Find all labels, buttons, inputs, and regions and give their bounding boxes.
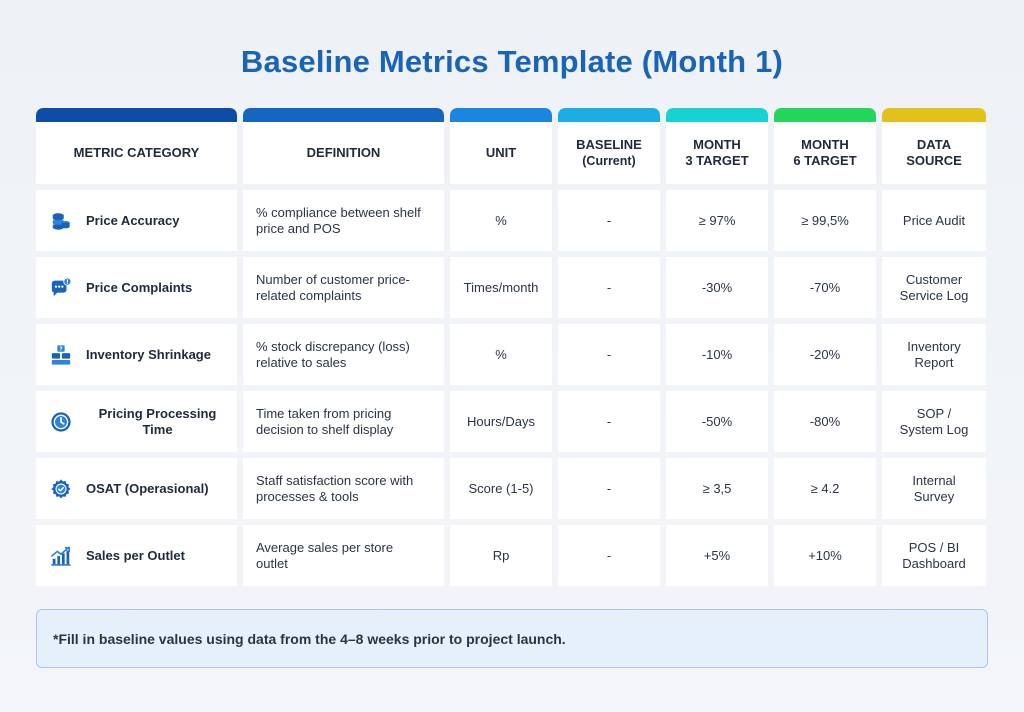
header-color-bar <box>36 108 237 122</box>
data-source-cell: POS / BI Dashboard <box>882 525 986 586</box>
month6-target-cell: -20% <box>774 324 876 385</box>
baseline-cell: - <box>558 525 660 586</box>
definition-cell: % compliance between shelf price and POS <box>243 190 444 251</box>
month6-target-cell: +10% <box>774 525 876 586</box>
unit-cell: Rp <box>450 525 552 586</box>
month3-target-cell: ≥ 3,5 <box>666 458 768 519</box>
metric-category-cell: Price Accuracy <box>36 190 237 251</box>
month6-target-cell: -70% <box>774 257 876 318</box>
header-data-source: DATA SOURCE <box>882 108 986 184</box>
month6-target-cell: -80% <box>774 391 876 452</box>
clock-icon <box>50 411 72 433</box>
data-source-cell: SOP / System Log <box>882 391 986 452</box>
header-definition: DEFINITION <box>243 108 444 184</box>
month6-target-cell: ≥ 99,5% <box>774 190 876 251</box>
baseline-cell: - <box>558 190 660 251</box>
definition-cell: Staff satisfaction score with processes … <box>243 458 444 519</box>
unit-cell: % <box>450 190 552 251</box>
metric-category-label: Price Accuracy <box>86 212 180 228</box>
header-label: DATA SOURCE <box>906 137 962 168</box>
header-label: MONTH 6 TARGET <box>793 137 857 168</box>
data-source-cell: Price Audit <box>882 190 986 251</box>
month6-target-cell: ≥ 4.2 <box>774 458 876 519</box>
baseline-cell: - <box>558 324 660 385</box>
metric-category-label: Sales per Outlet <box>86 547 185 563</box>
header-unit: UNIT <box>450 108 552 184</box>
metric-category-cell: OSAT (Operasional) <box>36 458 237 519</box>
header-color-bar <box>243 108 444 122</box>
header-color-bar <box>774 108 876 122</box>
month3-target-cell: -10% <box>666 324 768 385</box>
chat-alert-icon <box>50 276 72 299</box>
header-month3-target: MONTH 3 TARGET <box>666 108 768 184</box>
definition-cell: Time taken from pricing decision to shel… <box>243 391 444 452</box>
gear-check-icon <box>50 478 72 500</box>
metric-category-label: OSAT (Operasional) <box>86 480 209 496</box>
header-label: METRIC CATEGORY <box>73 145 200 160</box>
definition-cell: % stock discrepancy (loss) relative to s… <box>243 324 444 385</box>
baseline-cell: - <box>558 391 660 452</box>
header-color-bar <box>882 108 986 122</box>
metric-category-label: Pricing Processing Time <box>98 405 217 437</box>
data-source-cell: Inventory Report <box>882 324 986 385</box>
header-label: DEFINITION <box>306 145 381 160</box>
metric-category-label: Price Complaints <box>86 279 193 295</box>
definition-cell: Average sales per store outlet <box>243 525 444 586</box>
metrics-table: METRIC CATEGORY DEFINITION UNIT BASELINE… <box>36 108 988 586</box>
header-month6-target: MONTH 6 TARGET <box>774 108 876 184</box>
unit-cell: % <box>450 324 552 385</box>
month3-target-cell: +5% <box>666 525 768 586</box>
growth-chart-icon <box>50 545 72 567</box>
inventory-boxes-icon: ? <box>50 344 72 366</box>
month3-target-cell: ≥ 97% <box>666 190 768 251</box>
footnote: *Fill in baseline values using data from… <box>36 609 988 668</box>
baseline-cell: - <box>558 458 660 519</box>
unit-cell: Score (1-5) <box>450 458 552 519</box>
header-color-bar <box>666 108 768 122</box>
data-source-cell: Customer Service Log <box>882 257 986 318</box>
data-source-cell: Internal Survey <box>882 458 986 519</box>
baseline-cell: - <box>558 257 660 318</box>
header-color-bar <box>450 108 552 122</box>
header-color-bar <box>558 108 660 122</box>
definition-cell: Number of customer price-related complai… <box>243 257 444 318</box>
metric-category-cell: Pricing Processing Time <box>36 391 237 452</box>
header-label: BASELINE <box>576 137 642 152</box>
unit-cell: Hours/Days <box>450 391 552 452</box>
unit-cell: Times/month <box>450 257 552 318</box>
metric-category-cell: ? Inventory Shrinkage <box>36 324 237 385</box>
metric-category-cell: Price Complaints <box>36 257 237 318</box>
header-label: MONTH 3 TARGET <box>685 137 749 168</box>
header-baseline: BASELINE (Current) <box>558 108 660 184</box>
svg-text:?: ? <box>59 346 62 352</box>
header-metric-category: METRIC CATEGORY <box>36 108 237 184</box>
header-sublabel: (Current) <box>582 154 636 168</box>
metric-category-cell: Sales per Outlet <box>36 525 237 586</box>
metric-category-label: Inventory Shrinkage <box>86 346 211 362</box>
coins-stack-icon <box>50 210 72 232</box>
month3-target-cell: -30% <box>666 257 768 318</box>
page-title: Baseline Metrics Template (Month 1) <box>240 44 784 79</box>
month3-target-cell: -50% <box>666 391 768 452</box>
header-label: UNIT <box>485 145 517 160</box>
